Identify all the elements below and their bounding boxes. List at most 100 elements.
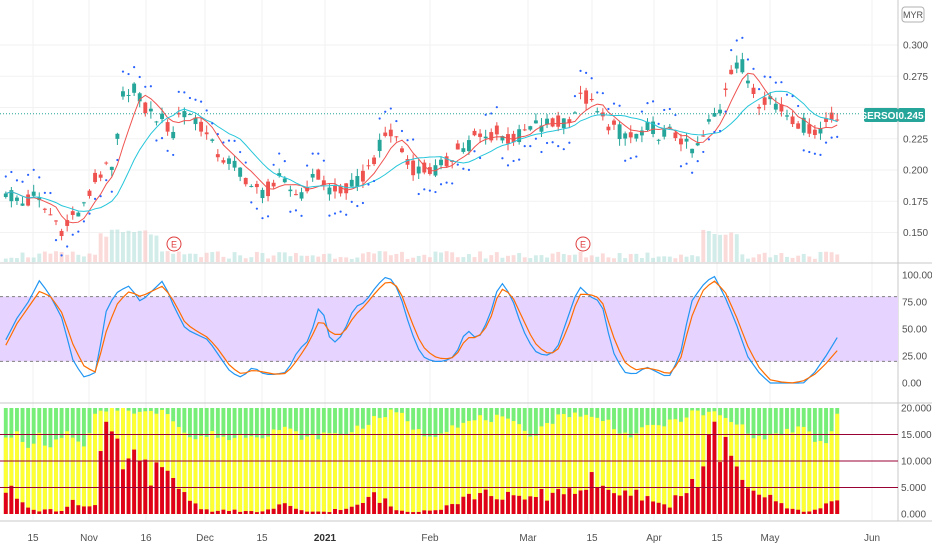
volume-yellow-bar <box>215 437 220 514</box>
volume-yellow-bar <box>550 423 555 514</box>
price-axis-label: 0.300 <box>903 41 928 52</box>
volume-red-bar <box>93 505 98 514</box>
candle-body <box>210 139 215 141</box>
volume-yellow-bar <box>556 414 561 514</box>
volume-red-bar <box>20 502 25 514</box>
candle-body <box>221 160 226 163</box>
volume-overlay-bar <box>349 258 354 262</box>
psar-dot <box>272 163 275 166</box>
candle-body <box>254 183 259 188</box>
psar-dot <box>439 183 443 186</box>
volume-indicator-pane[interactable] <box>0 408 898 514</box>
volume-yellow-bar <box>545 423 550 514</box>
time-axis-label: 15 <box>256 533 268 544</box>
ticker-badge-box <box>864 108 898 122</box>
last-price-badge[interactable]: SERSOL 0.245 <box>860 108 925 122</box>
volume-yellow-bar <box>344 434 349 514</box>
volume-yellow-bar <box>333 433 337 514</box>
volume-yellow-bar <box>31 443 36 514</box>
psar-dot <box>707 138 710 141</box>
volume-yellow-bar <box>439 433 443 514</box>
volume-yellow-bar <box>87 433 92 514</box>
candle-body <box>539 125 544 132</box>
candle-body <box>299 192 304 199</box>
volume-overlay-bar <box>506 255 510 262</box>
volume-yellow-bar <box>466 420 471 514</box>
candle-body <box>154 121 159 123</box>
volume-yellow-bar <box>584 414 589 514</box>
volume-overlay-bar <box>600 253 605 262</box>
volume-red-bar <box>494 499 499 514</box>
candle-body <box>522 129 527 131</box>
psar-dot <box>568 141 571 144</box>
candle-body <box>327 187 332 195</box>
volume-overlay-bar <box>338 257 343 262</box>
volume-yellow-bar <box>478 415 483 514</box>
candle-body <box>723 88 728 90</box>
volume-red-bar <box>684 493 689 514</box>
volume-red-bar <box>126 458 131 514</box>
psar-dot <box>607 107 610 111</box>
psar-dot <box>250 201 253 204</box>
psar-dot <box>618 104 621 107</box>
candle-body <box>740 59 745 73</box>
psar-dot <box>467 168 471 172</box>
volume-red-bar <box>567 488 572 514</box>
volume-yellow-bar <box>751 438 756 514</box>
price-pane[interactable] <box>0 36 898 262</box>
volume-red-bar <box>366 496 371 514</box>
currency-tag[interactable]: MYR <box>901 6 925 23</box>
volume-axis-label: 5.000 <box>901 483 926 494</box>
volume-red-bar <box>266 509 271 514</box>
volume-overlay-bar <box>31 257 36 262</box>
candle-body <box>176 113 181 115</box>
candle-body <box>651 121 656 135</box>
volume-red-bar <box>388 506 393 514</box>
volume-yellow-bar <box>824 443 829 514</box>
candle-body <box>20 203 25 206</box>
candle-body <box>818 128 823 134</box>
volume-overlay-bar <box>461 257 466 262</box>
candle-body <box>9 190 14 202</box>
candle-body <box>757 106 762 109</box>
candle-body <box>572 112 577 114</box>
volume-red-bar <box>628 495 633 514</box>
volume-yellow-bar <box>835 413 840 514</box>
volume-red-bar <box>238 511 243 514</box>
volume-yellow-bar <box>589 416 594 514</box>
volume-yellow-bar <box>511 421 516 514</box>
psar-dot <box>339 210 342 213</box>
volume-overlay-bar <box>773 254 778 262</box>
volume-red-bar <box>500 499 505 514</box>
earnings-marker <box>166 236 182 252</box>
candle-body <box>344 183 349 194</box>
candle-body <box>701 135 706 137</box>
candle-body <box>360 170 365 182</box>
psar-dot <box>434 190 437 194</box>
volume-yellow-bar <box>572 412 577 514</box>
volume-overlay-bar <box>768 257 773 262</box>
volume-overlay-bar <box>572 254 577 262</box>
volume-red-bar <box>293 508 298 514</box>
volume-yellow-bar <box>829 431 834 514</box>
time-axis-label: 16 <box>140 533 152 544</box>
stochastic-pane[interactable] <box>0 275 898 384</box>
volume-red-bar <box>645 496 650 514</box>
volume-yellow-bar <box>148 410 153 514</box>
volume-red-bar <box>801 511 806 514</box>
candle-body <box>790 116 795 125</box>
volume-yellow-bar <box>422 436 427 514</box>
volume-yellow-bar <box>243 437 248 514</box>
volume-yellow-bar <box>690 410 695 514</box>
volume-red-bar <box>807 511 812 514</box>
volume-overlay-bar <box>494 252 499 262</box>
candle-body <box>277 173 282 176</box>
volume-yellow-bar <box>427 436 432 514</box>
psar-dot <box>32 168 35 171</box>
price-axis-label: 0.175 <box>903 197 928 208</box>
volume-red-bar <box>115 438 120 514</box>
candle-body <box>288 189 293 192</box>
psar-dot <box>350 200 353 203</box>
